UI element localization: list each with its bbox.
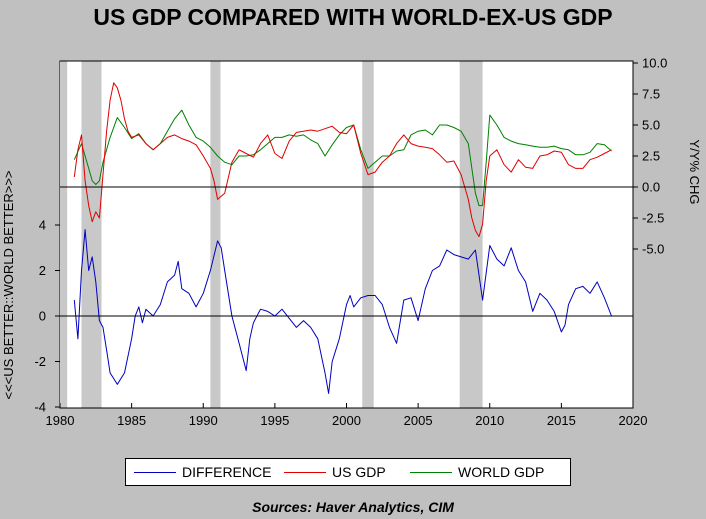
left-tick-label-0: 0 (39, 309, 46, 324)
recession-bands (60, 61, 483, 408)
recession-band-3 (362, 61, 374, 408)
right-tick-label-0.0: 0.0 (642, 180, 660, 195)
right-tick-label-7.5: 7.5 (642, 87, 660, 102)
sources-note: Sources: Haver Analytics, CIM (252, 499, 454, 515)
legend-swatch-us-gdp (284, 471, 326, 473)
right-tick-label-10.0: 10.0 (642, 56, 667, 71)
left-axis-label: <<<US BETTER::WORLD BETTER>>> (1, 170, 16, 399)
series-lines (73, 82, 612, 394)
recession-band-2 (210, 61, 221, 408)
x-tick-label-2020: 2020 (619, 413, 648, 428)
x-tick-label-1995: 1995 (260, 413, 289, 428)
recession-band-0 (60, 61, 68, 408)
right-tick-label-2.5: 2.5 (642, 149, 660, 164)
left-tick-label-4: 4 (39, 218, 46, 233)
right-tick-label--2.5: -2.5 (642, 211, 664, 226)
recession-band-4 (459, 61, 483, 408)
x-tick-label-2000: 2000 (332, 413, 361, 428)
left-tick-label-2: 2 (39, 263, 46, 278)
legend-label-difference: DIFFERENCE (182, 464, 272, 480)
x-tick-label-2015: 2015 (547, 413, 576, 428)
x-tick-label-1990: 1990 (189, 413, 218, 428)
left-tick-label--2: -2 (34, 354, 46, 369)
legend: DIFFERENCE US GDP WORLD GDP (125, 458, 571, 486)
series-line-us-gdp (73, 82, 612, 238)
right-tick-label--5.0: -5.0 (642, 242, 664, 257)
legend-swatch-world-gdp (410, 471, 452, 473)
right-tick-label-5.0: 5.0 (642, 118, 660, 133)
legend-item-us-gdp: US GDP (284, 464, 386, 482)
plot-area (59, 60, 634, 409)
x-tick-label-2010: 2010 (475, 413, 504, 428)
legend-label-world-gdp: WORLD GDP (458, 464, 545, 480)
x-tick-label-2005: 2005 (404, 413, 433, 428)
right-axis-label: Y/Y% CHG (687, 139, 702, 204)
legend-item-world-gdp: WORLD GDP (410, 464, 544, 482)
left-tick-label--4: -4 (34, 400, 46, 415)
chart-title: US GDP COMPARED WITH WORLD-EX-US GDP (93, 4, 613, 30)
x-tick-label-1985: 1985 (117, 413, 146, 428)
legend-swatch-difference (134, 471, 176, 473)
legend-label-us-gdp: US GDP (332, 464, 386, 480)
series-line-difference (73, 229, 612, 394)
recession-band-1 (81, 61, 102, 408)
zero-lines (60, 186, 633, 317)
axis-ticks: 1980 1985 1990 1995 2000 2005 2010 2015 2020 10.0… (34, 56, 667, 429)
x-tick-label-1980: 1980 (46, 413, 75, 428)
legend-item-difference: DIFFERENCE (134, 464, 271, 482)
